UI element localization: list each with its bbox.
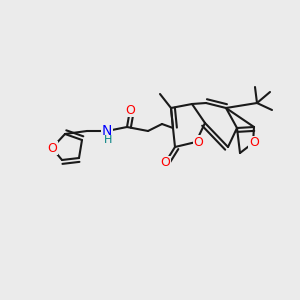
- Text: O: O: [249, 136, 259, 149]
- Text: O: O: [125, 103, 135, 116]
- Text: O: O: [194, 136, 203, 148]
- Text: N: N: [102, 124, 112, 138]
- Text: O: O: [47, 142, 57, 154]
- Text: H: H: [104, 135, 112, 145]
- Text: O: O: [160, 157, 170, 169]
